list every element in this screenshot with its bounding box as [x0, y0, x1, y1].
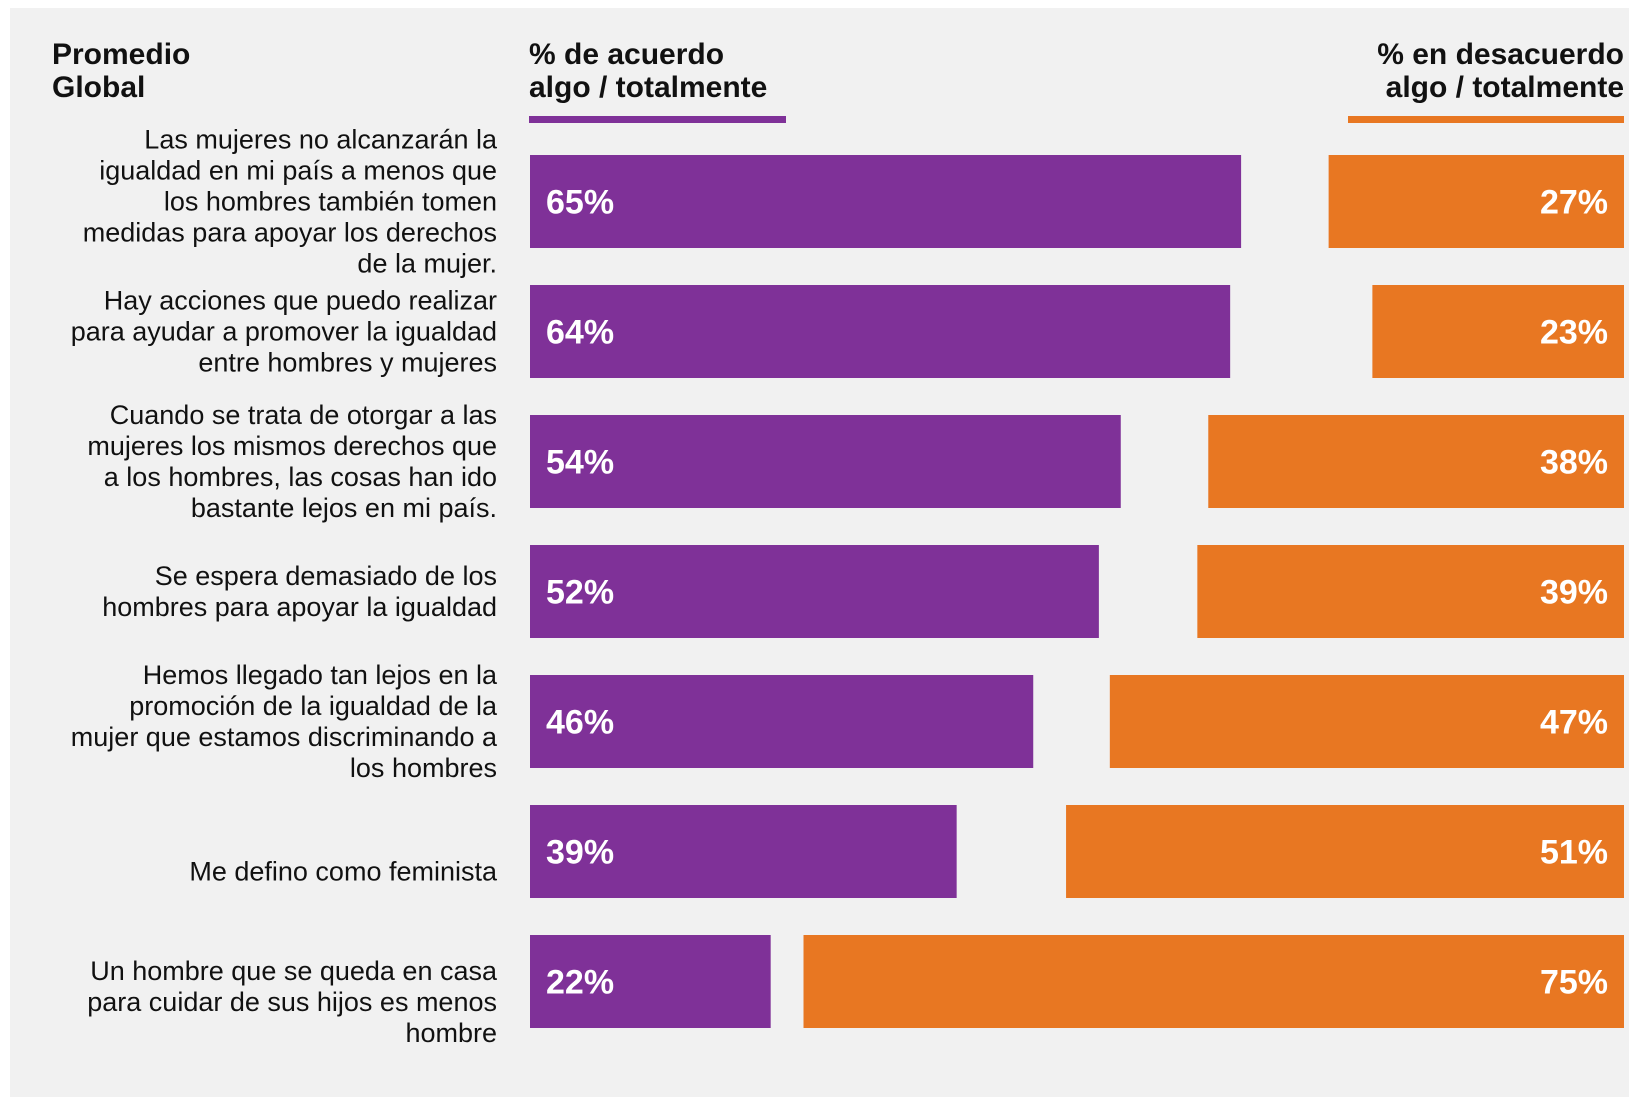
disagree-bar — [1372, 285, 1624, 378]
agree-bar — [530, 545, 1099, 638]
disagree-value-label: 27% — [1540, 184, 1608, 222]
agree-header-underline — [529, 116, 786, 123]
category-label: Hemos llegado tan lejos en la promoción d… — [71, 660, 498, 783]
agree-value-label: 54% — [546, 444, 614, 482]
disagree-bar — [1197, 545, 1624, 638]
disagree-bar — [803, 935, 1624, 1028]
category-label-line: los hombres — [350, 753, 497, 783]
disagree-value-label: 47% — [1540, 704, 1608, 742]
category-label-line: Me defino como feminista — [189, 857, 498, 887]
disagree-value-label: 75% — [1540, 964, 1608, 1002]
category-label-line: Cuando se trata de otorgar a las — [110, 400, 497, 430]
disagree-value-label: 38% — [1540, 444, 1608, 482]
chart-panel: Promedio Global % de acuerdo algo / tota… — [10, 8, 1629, 1097]
agree-column-header: % de acuerdo algo / totalmente — [529, 38, 768, 104]
category-label-line: igualdad en mi país a menos que — [99, 156, 497, 186]
category-label-line: Hay acciones que puedo realizar — [104, 286, 497, 316]
chart-title: Promedio Global — [52, 38, 191, 104]
disagree-value-label: 51% — [1540, 834, 1608, 872]
category-label-line: mujer que estamos discriminando a — [71, 722, 498, 752]
category-label: Un hombre que se queda en casa para cuida… — [87, 956, 498, 1048]
agree-bar — [530, 415, 1121, 508]
category-label-line: bastante lejos en mi país. — [191, 493, 497, 523]
category-label-line: hombre — [405, 1018, 497, 1048]
disagree-value-label: 39% — [1540, 574, 1608, 612]
category-label-line: de la mujer. — [357, 249, 497, 279]
agree-bar — [530, 155, 1242, 248]
category-label-line: Un hombre que se queda en casa — [90, 956, 498, 986]
category-label-line: mujeres los mismos derechos que — [87, 431, 497, 461]
disagree-bar — [1328, 155, 1624, 248]
diverging-bar-chart: 65% 27% Las mujeres no alcanzarán la iguald… — [71, 125, 1624, 1048]
category-label-line: medidas para apoyar los derechos — [83, 218, 497, 248]
agree-bar — [530, 675, 1034, 768]
category-label-line: promoción de la igualdad de la — [129, 691, 498, 721]
disagree-bar — [1208, 415, 1624, 508]
category-label-line: entre hombres y mujeres — [198, 348, 497, 378]
agree-value-label: 22% — [546, 964, 614, 1002]
category-label-line: para cuidar de sus hijos es menos — [87, 987, 497, 1017]
disagree-header-underline — [1348, 116, 1624, 123]
category-label: Se espera demasiado de los hombres para a… — [102, 561, 497, 622]
category-label-line: Se espera demasiado de los — [155, 561, 497, 591]
agree-bar — [530, 285, 1231, 378]
category-label-line: a los hombres, las cosas han ido — [104, 462, 497, 492]
category-label-line: hombres para apoyar la igualdad — [102, 592, 497, 622]
category-label: Hay acciones que puedo realizar para ayud… — [71, 286, 497, 378]
category-label-line: para ayudar a promover la igualdad — [71, 317, 497, 347]
agree-value-label: 39% — [546, 834, 614, 872]
category-label: Me defino como feminista — [189, 857, 498, 887]
agree-value-label: 46% — [546, 704, 614, 742]
category-label-line: los hombres también tomen — [164, 187, 497, 217]
disagree-bar — [1109, 675, 1624, 768]
agree-value-label: 65% — [546, 184, 614, 222]
category-label: Cuando se trata de otorgar a las mujeres … — [87, 400, 497, 523]
disagree-value-label: 23% — [1540, 314, 1608, 352]
category-label-line: Hemos llegado tan lejos en la — [143, 660, 498, 690]
agree-bar — [530, 805, 957, 898]
disagree-bar — [1066, 805, 1624, 898]
agree-value-label: 64% — [546, 314, 614, 352]
category-label-line: Las mujeres no alcanzarán la — [144, 125, 498, 155]
agree-value-label: 52% — [546, 574, 614, 612]
disagree-column-header: % en desacuerdo algo / totalmente — [1377, 38, 1624, 104]
agree-bar — [530, 935, 771, 1028]
category-label: Las mujeres no alcanzarán la igualdad en … — [83, 125, 498, 279]
